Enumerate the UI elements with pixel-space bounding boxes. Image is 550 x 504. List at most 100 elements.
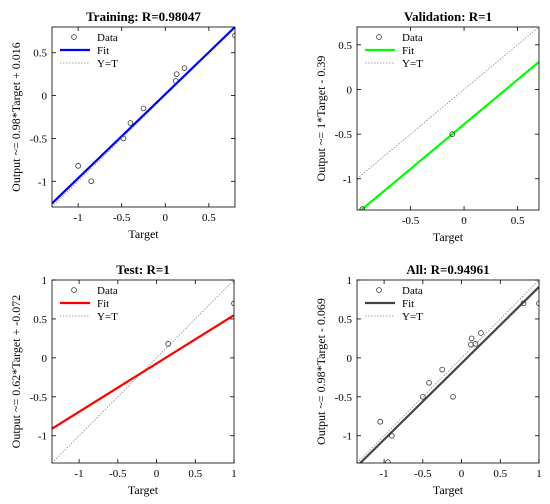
data-point (478, 330, 484, 336)
data-point (468, 335, 475, 342)
data-point (377, 418, 384, 425)
x-tick-label: -0.5 (414, 468, 432, 480)
legend-label: Y=T (97, 311, 118, 323)
data-point (389, 432, 395, 439)
chart-title: All: R=0.94961 (406, 262, 489, 277)
legend-data-marker (71, 287, 77, 293)
axes-box (51, 279, 235, 464)
legend-label: Data (97, 285, 118, 297)
data-point (450, 394, 456, 400)
identity-line (357, 280, 539, 463)
x-tick-label: -1 (75, 468, 84, 480)
x-tick-label: 1 (231, 468, 237, 480)
chart-title: Validation: R=1 (404, 9, 492, 24)
x-tick-label: -0.5 (113, 212, 131, 224)
x-axis-label: Target (433, 483, 464, 497)
x-tick-label: 0.5 (511, 215, 525, 227)
legend-data-marker (71, 34, 77, 40)
data-point (173, 71, 180, 77)
plot-area (357, 27, 539, 210)
x-axis-label: Target (128, 227, 159, 241)
legend-label: Fit (97, 298, 109, 310)
x-tick-label: -0.5 (402, 215, 420, 227)
data-point (172, 78, 179, 84)
data-point (165, 341, 171, 347)
x-tick-label: 1 (536, 468, 542, 480)
panel-1: -0.5 0 0.5 -1 -0.5 0 0.5 Validation: R=1 Target O… (314, 9, 540, 244)
fit-line (52, 27, 235, 205)
fit-line (52, 314, 234, 430)
legend-label: Y=T (97, 58, 118, 70)
x-tick-label: 0 (461, 215, 467, 227)
panel-2: -1 -0.5 0 0.5 1 -1 -0.5 0 0.5 1 Test: R=1 Target Out… (9, 262, 237, 497)
y-tick-label: 0.5 (338, 40, 352, 52)
fit-line (359, 60, 539, 210)
x-tick-label: 0 (154, 468, 160, 480)
axes-box (51, 26, 236, 208)
data-point (420, 394, 426, 400)
legend-label: Fit (97, 45, 109, 57)
y-tick-label: 1 (347, 275, 353, 287)
legend-label: Data (402, 32, 423, 44)
data-point (88, 178, 95, 185)
legend-label: Data (97, 32, 118, 44)
y-axis-label: Output ~= 0.62*Target + -0.072 (9, 295, 23, 449)
data-point (439, 366, 445, 373)
legend-data-marker (376, 287, 382, 293)
y-tick-label: 0.5 (33, 314, 47, 326)
data-point (472, 341, 479, 347)
fit-line (358, 286, 539, 463)
x-axis-label: Target (128, 483, 159, 497)
x-axis-label: Target (433, 230, 464, 244)
y-tick-label: 0 (347, 353, 353, 365)
data-point (140, 105, 147, 112)
data-point (231, 300, 234, 307)
x-tick-label: 0.5 (202, 212, 216, 224)
x-tick-label: 0 (459, 468, 465, 480)
legend-label: Y=T (402, 58, 423, 70)
axes-box (356, 26, 540, 211)
data-point (75, 163, 81, 169)
y-tick-label: 0 (347, 84, 353, 96)
identity-line (357, 27, 539, 180)
data-point (181, 65, 188, 71)
data-point (449, 131, 456, 137)
data-point (385, 459, 391, 463)
y-tick-label: -1 (38, 431, 47, 443)
x-tick-label: 0.5 (493, 468, 507, 480)
data-point (120, 135, 127, 142)
data-point (359, 206, 366, 210)
y-tick-label: -1 (343, 174, 352, 186)
y-tick-label: -0.5 (30, 392, 48, 404)
panel-3: -1 -0.5 0 0.5 1 -1 -0.5 0 0.5 1 All: R=0.94961 Targ… (314, 262, 542, 497)
data-point (520, 300, 527, 307)
y-tick-label: 0.5 (338, 314, 352, 326)
y-tick-label: -0.5 (335, 129, 353, 141)
data-point (127, 120, 134, 126)
x-tick-label: -1 (74, 212, 83, 224)
y-tick-label: -1 (343, 431, 352, 443)
y-tick-label: 0 (42, 353, 48, 365)
panel-0: -1 -0.5 0 0.5 -1 -0.5 0 0.5 Training: R=0.98047 T… (9, 9, 236, 241)
y-tick-label: 0 (42, 91, 48, 103)
y-axis-label: Output ~= 0.98*Target + 0.016 (9, 42, 23, 192)
y-tick-label: -0.5 (30, 133, 48, 145)
x-tick-label: -1 (380, 468, 389, 480)
y-tick-label: 1 (42, 275, 48, 287)
axes-box (356, 279, 540, 464)
data-point (232, 32, 235, 39)
y-axis-label: Output ~= 1*Target - 0.39 (314, 56, 328, 182)
y-tick-label: 0.5 (33, 48, 47, 60)
y-axis-label: Output ~= 0.98*Target - 0.069 (314, 298, 328, 445)
chart-title: Training: R=0.98047 (86, 9, 201, 24)
y-tick-label: -0.5 (335, 392, 353, 404)
x-tick-label: 0.5 (188, 468, 202, 480)
chart-title: Test: R=1 (116, 262, 170, 277)
legend-label: Fit (402, 45, 414, 57)
data-point (426, 379, 432, 386)
